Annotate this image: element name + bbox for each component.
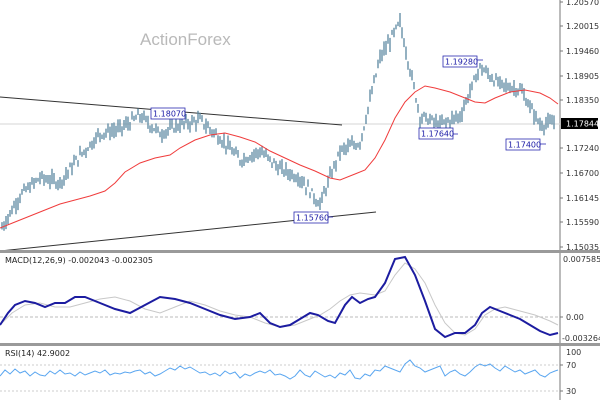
level-label-119280: 1.19280 [442, 55, 483, 68]
svg-text:1.16145: 1.16145 [566, 194, 599, 203]
level-label-117400: 1.17400 [505, 138, 546, 151]
macd-line [0, 255, 559, 339]
svg-text:70: 70 [566, 361, 576, 370]
rsi-line [0, 359, 559, 380]
svg-text:1.19460: 1.19460 [566, 47, 599, 56]
current-price-badge [561, 118, 598, 129]
svg-text:-0.003264: -0.003264 [562, 334, 600, 343]
rsi-axis: 100 70 30 [560, 348, 581, 396]
macd-panel: 0.007585 0.00 -0.003264 MACD(12,26,9) -0… [0, 253, 600, 343]
svg-text:1.18905: 1.18905 [566, 72, 599, 81]
macd-chart-svg: 0.007585 0.00 -0.003264 [0, 253, 600, 343]
ma-line [0, 85, 559, 229]
svg-text:1.17240: 1.17240 [566, 144, 599, 153]
rsi-chart-svg: 100 70 30 [0, 346, 581, 400]
macd-title: MACD(12,26,9) -0.002043 -0.002305 [5, 256, 153, 265]
svg-text:1.15590: 1.15590 [566, 218, 599, 227]
svg-text:1.15760: 1.15760 [296, 214, 329, 223]
svg-text:1.19280: 1.19280 [445, 58, 478, 67]
watermark: ActionForex [140, 30, 231, 49]
price-chart-svg: 1.18070 1.15760 1.19280 1.17640 1.17400 … [0, 0, 599, 251]
svg-text:1.17640: 1.17640 [421, 130, 454, 139]
svg-text:1.18070: 1.18070 [153, 110, 186, 119]
panel-separator[interactable] [0, 343, 600, 346]
svg-text:100: 100 [566, 348, 581, 357]
svg-text:1.15035: 1.15035 [566, 243, 599, 251]
rsi-title: RSI(14) 42.9002 [5, 349, 71, 358]
svg-text:30: 30 [566, 387, 576, 396]
level-label-115760: 1.15760 [293, 211, 333, 224]
price-panel: 1.18070 1.15760 1.19280 1.17640 1.17400 … [0, 0, 600, 251]
price-bars [1, 13, 555, 231]
svg-text:1.17844: 1.17844 [566, 120, 599, 129]
macd-signal-line [0, 262, 559, 336]
level-label-117640: 1.17640 [418, 127, 458, 140]
svg-text:1.18350: 1.18350 [566, 96, 599, 105]
price-axis: 1.20570 1.20015 1.19460 1.18905 1.18350 … [560, 0, 599, 251]
svg-text:0.007585: 0.007585 [563, 255, 600, 264]
svg-text:1.16700: 1.16700 [566, 169, 599, 178]
macd-axis: 0.007585 0.00 -0.003264 [560, 255, 600, 343]
rsi-panel: 100 70 30 RSI(14) 42.9002 [0, 346, 600, 400]
level-label-118070: 1.18070 [150, 107, 186, 120]
svg-text:1.20015: 1.20015 [566, 22, 599, 31]
svg-text:1.20570: 1.20570 [566, 0, 599, 7]
panel-separator[interactable] [0, 250, 600, 253]
svg-text:1.17400: 1.17400 [508, 141, 541, 150]
svg-text:0.00: 0.00 [566, 313, 584, 322]
